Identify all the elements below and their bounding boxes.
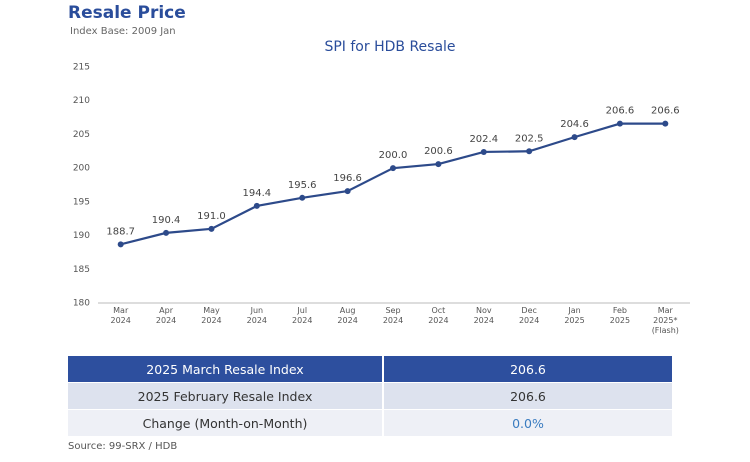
x-tick-label: Mar 2025* (Flash) bbox=[652, 306, 679, 335]
y-tick-label: 190 bbox=[73, 231, 90, 241]
table-cell: 206.6 bbox=[383, 356, 674, 383]
data-point bbox=[662, 120, 669, 127]
x-tick-label: Dec 2024 bbox=[519, 306, 539, 325]
y-tick-label: 180 bbox=[73, 299, 90, 309]
data-point bbox=[344, 188, 351, 195]
x-tick-label: Jan 2025 bbox=[564, 306, 584, 325]
table-cell: 2025 March Resale Index bbox=[68, 356, 384, 383]
x-tick-label: Apr 2024 bbox=[156, 306, 176, 325]
table-cell: 0.0% bbox=[383, 409, 674, 437]
data-label: 200.0 bbox=[379, 150, 408, 161]
data-point bbox=[526, 148, 533, 155]
data-point bbox=[163, 229, 170, 236]
data-label: 188.7 bbox=[106, 226, 135, 237]
x-tick-label: Mar 2024 bbox=[111, 306, 131, 325]
data-point bbox=[616, 120, 623, 127]
data-label: 194.4 bbox=[243, 188, 272, 199]
data-label: 196.6 bbox=[333, 173, 362, 184]
x-tick-label: Nov 2024 bbox=[474, 306, 494, 325]
data-label: 202.5 bbox=[515, 133, 544, 144]
x-tick-label: Feb 2025 bbox=[610, 306, 630, 325]
x-tick-label: Aug 2024 bbox=[337, 306, 357, 325]
data-point bbox=[117, 241, 124, 248]
y-tick-label: 195 bbox=[73, 197, 90, 207]
table-row: 2025 March Resale Index 206.6 bbox=[68, 356, 674, 383]
x-tick-label: Oct 2024 bbox=[428, 306, 448, 325]
data-label: 200.6 bbox=[424, 146, 453, 157]
y-tick-label: 185 bbox=[73, 265, 90, 275]
x-tick-label: May 2024 bbox=[201, 306, 221, 325]
series-line bbox=[120, 122, 666, 246]
data-point bbox=[480, 148, 487, 155]
data-point bbox=[253, 202, 260, 209]
x-tick-label: Jul 2024 bbox=[292, 306, 312, 325]
chart: SPI for HDB Resale 180 185 190 195 200 205 210… bbox=[73, 39, 690, 335]
data-label: 206.6 bbox=[651, 106, 680, 117]
table-row: 2025 February Resale Index 206.6 bbox=[68, 382, 674, 410]
source-note: Source: 99-SRX / HDB bbox=[68, 441, 178, 452]
x-tick-label: Jun 2024 bbox=[247, 306, 267, 325]
x-tick-label: Sep 2024 bbox=[383, 306, 403, 325]
data-point bbox=[299, 194, 306, 201]
table-row: Change (Month-on-Month) 0.0% bbox=[68, 409, 674, 437]
data-point bbox=[435, 161, 442, 168]
data-label: 190.4 bbox=[152, 215, 181, 226]
data-label: 195.6 bbox=[288, 180, 317, 191]
data-label: 191.0 bbox=[197, 211, 226, 222]
y-tick-label: 205 bbox=[73, 130, 90, 140]
table-cell: 206.6 bbox=[383, 382, 674, 410]
data-point bbox=[208, 225, 215, 232]
page-title: Resale Price bbox=[68, 3, 186, 23]
data-point bbox=[390, 165, 396, 172]
y-tick-label: 215 bbox=[73, 63, 90, 73]
y-tick-label: 210 bbox=[73, 96, 90, 106]
page-subtitle: Index Base: 2009 Jan bbox=[70, 26, 176, 37]
data-label: 206.6 bbox=[606, 106, 635, 117]
y-tick-label: 200 bbox=[73, 164, 90, 174]
chart-title: SPI for HDB Resale bbox=[324, 39, 455, 55]
summary-table: 2025 March Resale Index 206.6 2025 Februa… bbox=[68, 356, 674, 437]
data-label: 202.4 bbox=[469, 134, 498, 145]
data-label: 204.6 bbox=[560, 119, 589, 130]
table-cell: Change (Month-on-Month) bbox=[68, 409, 384, 437]
table-cell: 2025 February Resale Index bbox=[68, 382, 384, 410]
data-point bbox=[571, 134, 578, 141]
